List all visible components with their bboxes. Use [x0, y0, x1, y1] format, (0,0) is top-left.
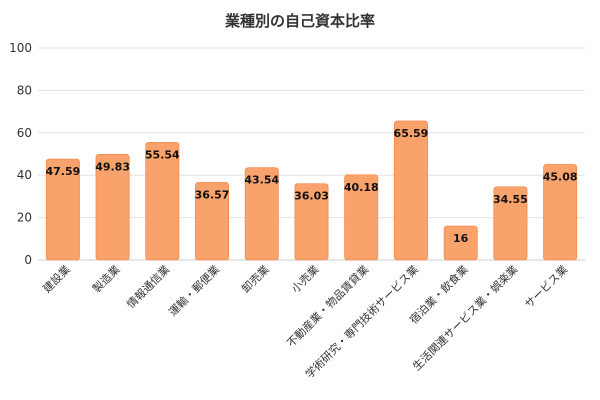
data-label: 43.54 [244, 174, 279, 187]
y-tick-label: 40 [17, 168, 32, 182]
data-label: 36.57 [195, 188, 230, 201]
bar [145, 141, 180, 261]
x-tick-label: 情報通信業 [124, 263, 172, 311]
data-label: 36.03 [294, 190, 329, 203]
x-tick-label: 生活関連サービス業・娯楽業 [410, 262, 521, 373]
y-tick-label: 20 [17, 211, 32, 225]
data-label: 47.59 [45, 165, 80, 178]
data-label: 16 [453, 232, 469, 245]
x-tick-label: 不動産業・物品賃貸業 [284, 262, 372, 350]
y-tick-label: 0 [24, 253, 32, 267]
bar [543, 164, 578, 261]
data-label: 40.18 [344, 181, 379, 194]
x-tick-label: サービス業 [522, 263, 570, 311]
chart-title: 業種別の自己資本比率 [224, 12, 375, 30]
y-tick-label: 100 [9, 41, 32, 55]
bar [443, 225, 478, 261]
y-axis: 0 20 40 60 80 100 [9, 41, 32, 267]
x-tick-label: 建設業 [40, 262, 73, 295]
x-tick-label: 運輸・郵便業 [166, 262, 223, 319]
bar [344, 174, 379, 261]
bar [195, 182, 230, 261]
x-tick-label: 卸売業 [239, 262, 272, 295]
bar [244, 167, 279, 261]
data-label: 34.55 [493, 193, 528, 206]
data-label: 45.08 [543, 170, 578, 183]
bar [294, 183, 329, 261]
bar [493, 186, 528, 261]
data-label: 55.54 [145, 148, 180, 161]
y-tick-label: 60 [17, 126, 32, 140]
data-label: 65.59 [394, 127, 429, 140]
x-tick-label: 製造業 [89, 262, 122, 295]
data-labels: 47.59 49.83 55.54 36.57 43.54 36.03 40.18 65.59… [45, 127, 577, 245]
bar [95, 154, 130, 261]
bar [393, 120, 428, 261]
y-tick-label: 80 [17, 83, 32, 97]
x-tick-label: 小売業 [289, 263, 322, 296]
data-label: 49.83 [95, 160, 130, 173]
bars [45, 120, 578, 261]
bar [45, 158, 80, 261]
